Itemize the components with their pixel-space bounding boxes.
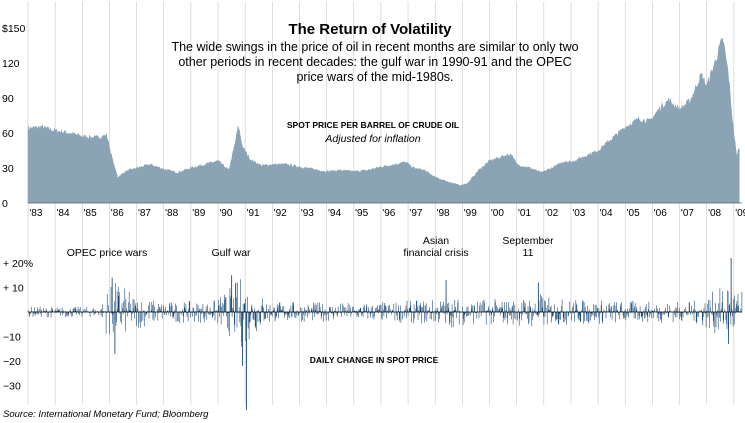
x-tick-label: '94: [328, 208, 341, 219]
x-tick-label: '08: [708, 208, 721, 219]
x-tick-label: '06: [654, 208, 667, 219]
y-tick-label-bottom: + 10: [3, 283, 24, 295]
annotation-label: financial crisis: [403, 247, 468, 259]
spot-price-area-chart: [27, 37, 740, 204]
y-tick-label-top: 30: [2, 163, 14, 175]
x-tick-label: '95: [355, 208, 368, 219]
y-tick-label-top: 90: [2, 93, 14, 105]
x-tick-label: '97: [409, 208, 422, 219]
x-tick-label: '96: [382, 208, 395, 219]
daily-change-chart: [27, 258, 743, 410]
x-tick-label: '90: [219, 208, 232, 219]
x-tick-label: '91: [247, 208, 260, 219]
y-tick-label-bottom: −30: [3, 381, 21, 393]
x-tick-label: '99: [464, 208, 477, 219]
x-tick-label: '85: [84, 208, 97, 219]
daily-change-label: DAILY CHANGE IN SPOT PRICE: [310, 355, 439, 365]
x-tick-label: '89: [192, 208, 205, 219]
x-tick-label: '87: [138, 208, 151, 219]
x-tick-label: '04: [599, 208, 612, 219]
spot-price-area: [27, 37, 740, 204]
annotation-label: Gulf war: [211, 247, 251, 259]
x-tick-label: '88: [165, 208, 178, 219]
y-tick-label-bottom: + 20%: [3, 258, 33, 270]
y-tick-label-bottom: −10: [3, 332, 21, 344]
x-tick-label: '01: [518, 208, 531, 219]
spot-price-label: SPOT PRICE PER BARREL OF CRUDE OIL: [287, 120, 459, 130]
y-tick-label-bottom: −20: [3, 356, 21, 368]
x-tick-label: '83: [29, 208, 42, 219]
annotation-label: 11: [523, 247, 534, 259]
x-tick-label: '02: [545, 208, 558, 219]
y-tick-label-top: 0: [2, 198, 8, 210]
chart-labels: SPOT PRICE PER BARREL OF CRUDE OIL Adjust…: [67, 120, 554, 365]
x-tick-label: '09: [735, 208, 745, 219]
x-tick-label: '92: [274, 208, 287, 219]
spot-price-sublabel: Adjusted for inflation: [324, 133, 420, 145]
vertical-gridlines: [27, 2, 735, 405]
annotation-label: September: [502, 235, 554, 247]
y-tick-label-top: 60: [2, 128, 14, 140]
chart-title: The Return of Volatility: [288, 21, 452, 38]
source-note: Source: International Monetary Fund; Blo…: [3, 409, 209, 420]
x-tick-label: '93: [301, 208, 314, 219]
x-tick-label: '05: [627, 208, 640, 219]
x-tick-label: '07: [681, 208, 694, 219]
x-tick-label: '98: [437, 208, 450, 219]
chart-subtitle: The wide swings in the price of oil in r…: [171, 40, 579, 84]
y-tick-label-top: $150: [2, 23, 26, 35]
x-tick-label: '84: [57, 208, 70, 219]
x-tick-label: '86: [111, 208, 124, 219]
x-tick-label: '03: [572, 208, 585, 219]
axes: $150 120 90 60 30 0 '83 '84 '85 '86 '87 '88 '89 '90 '9…: [2, 23, 745, 393]
annotation-label: OPEC price wars: [67, 247, 148, 259]
annotation-label: Asian: [423, 235, 449, 247]
y-tick-label-top: 120: [2, 58, 20, 70]
x-tick-label: '00: [491, 208, 504, 219]
